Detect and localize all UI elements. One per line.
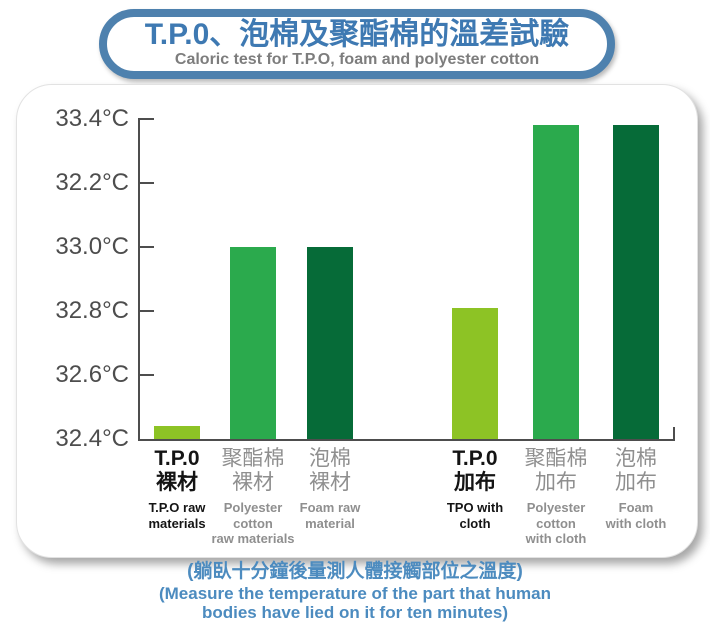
x-axis-label-polyester-raw: 聚酯棉 裸材 Polyester cotton raw materials: [193, 447, 313, 547]
x-label-zh-line2: 加布: [535, 471, 577, 495]
y-axis-tick-label: 32.6°C: [55, 361, 129, 388]
y-axis-line: [138, 119, 140, 439]
x-label-zh-line1: 泡棉: [309, 447, 351, 470]
y-axis-tick-label: 33.4°C: [55, 105, 129, 132]
x-axis-label-tpo-raw: T.P.0 裸材 T.P.O raw materials: [117, 447, 237, 531]
x-axis-label-tpo-cloth: T.P.0 加布 TPO with cloth: [415, 447, 535, 531]
chart-title-banner: T.P.0、泡棉及聚酯棉的溫差試驗 Caloric test for T.P.O…: [99, 9, 615, 79]
chart-footnote: (躺臥十分鐘後量測人體接觸部位之溫度) (Measure the tempera…: [0, 561, 710, 623]
bar-polyester-raw: [230, 247, 276, 439]
x-label-zh-line1: 泡棉: [615, 447, 657, 470]
x-label-zh-line2: 加布: [615, 471, 657, 495]
y-axis-tick-label: 32.2°C: [55, 169, 129, 196]
chart-title-zh: T.P.0、泡棉及聚酯棉的溫差試驗: [144, 18, 570, 52]
x-axis-end-cap: [673, 427, 675, 439]
chart-panel: 33.4°C 32.2°C 33.0°C 32.8°C 32.6°C 32.4°C T.P.…: [16, 84, 698, 558]
x-axis-label-polyester-cloth: 聚酯棉 加布 Polyester cotton with cloth: [496, 447, 616, 547]
x-label-en: Foam with cloth: [605, 500, 667, 531]
bar-polyester-cloth: [533, 125, 579, 439]
y-axis-tick-mark: [138, 374, 154, 376]
x-axis-line: [138, 439, 675, 441]
y-axis-tick-mark: [138, 182, 154, 184]
x-label-en: T.P.O raw materials: [148, 500, 206, 531]
bar-foam-cloth: [613, 125, 659, 439]
x-label-zh-line1: T.P.0: [452, 447, 498, 470]
x-label-zh-line2: 裸材: [309, 471, 351, 495]
x-label-zh-line1: T.P.0: [154, 447, 200, 470]
y-axis-tick-mark: [138, 310, 154, 312]
bar-tpo-cloth: [452, 308, 498, 439]
x-label-en: Polyester cotton raw materials: [211, 500, 295, 547]
x-axis-label-foam-cloth: 泡棉 加布 Foam with cloth: [576, 447, 696, 531]
x-label-en: Foam raw material: [299, 500, 361, 531]
x-label-zh-line1: 聚酯棉: [524, 447, 588, 470]
x-label-zh-line2: 加布: [454, 471, 496, 495]
y-axis-tick-label: 33.0°C: [55, 233, 129, 260]
x-label-en: TPO with cloth: [446, 500, 504, 531]
x-axis-label-foam-raw: 泡棉 裸材 Foam raw material: [270, 447, 390, 531]
chart-title-en: Caloric test for T.P.O, foam and polyest…: [174, 50, 540, 68]
y-axis-tick-mark: [138, 246, 154, 248]
chart-footnote-zh: (躺臥十分鐘後量測人體接觸部位之溫度): [187, 561, 523, 582]
chart-footnote-en: (Measure the temperature of the part tha…: [158, 583, 551, 623]
y-axis-tick-label: 32.8°C: [55, 297, 129, 324]
x-label-zh-line2: 裸材: [156, 471, 198, 495]
x-label-zh-line1: 聚酯棉: [221, 447, 285, 470]
bar-chart: 33.4°C 32.2°C 33.0°C 32.8°C 32.6°C 32.4°C T.P.…: [17, 85, 697, 557]
y-axis-tick-label: 32.4°C: [55, 425, 129, 452]
bar-tpo-raw: [154, 426, 200, 439]
y-axis-tick-mark: [138, 118, 154, 120]
bar-foam-raw: [307, 247, 353, 439]
x-label-zh-line2: 裸材: [232, 471, 274, 495]
x-label-en: Polyester cotton with cloth: [525, 500, 587, 547]
